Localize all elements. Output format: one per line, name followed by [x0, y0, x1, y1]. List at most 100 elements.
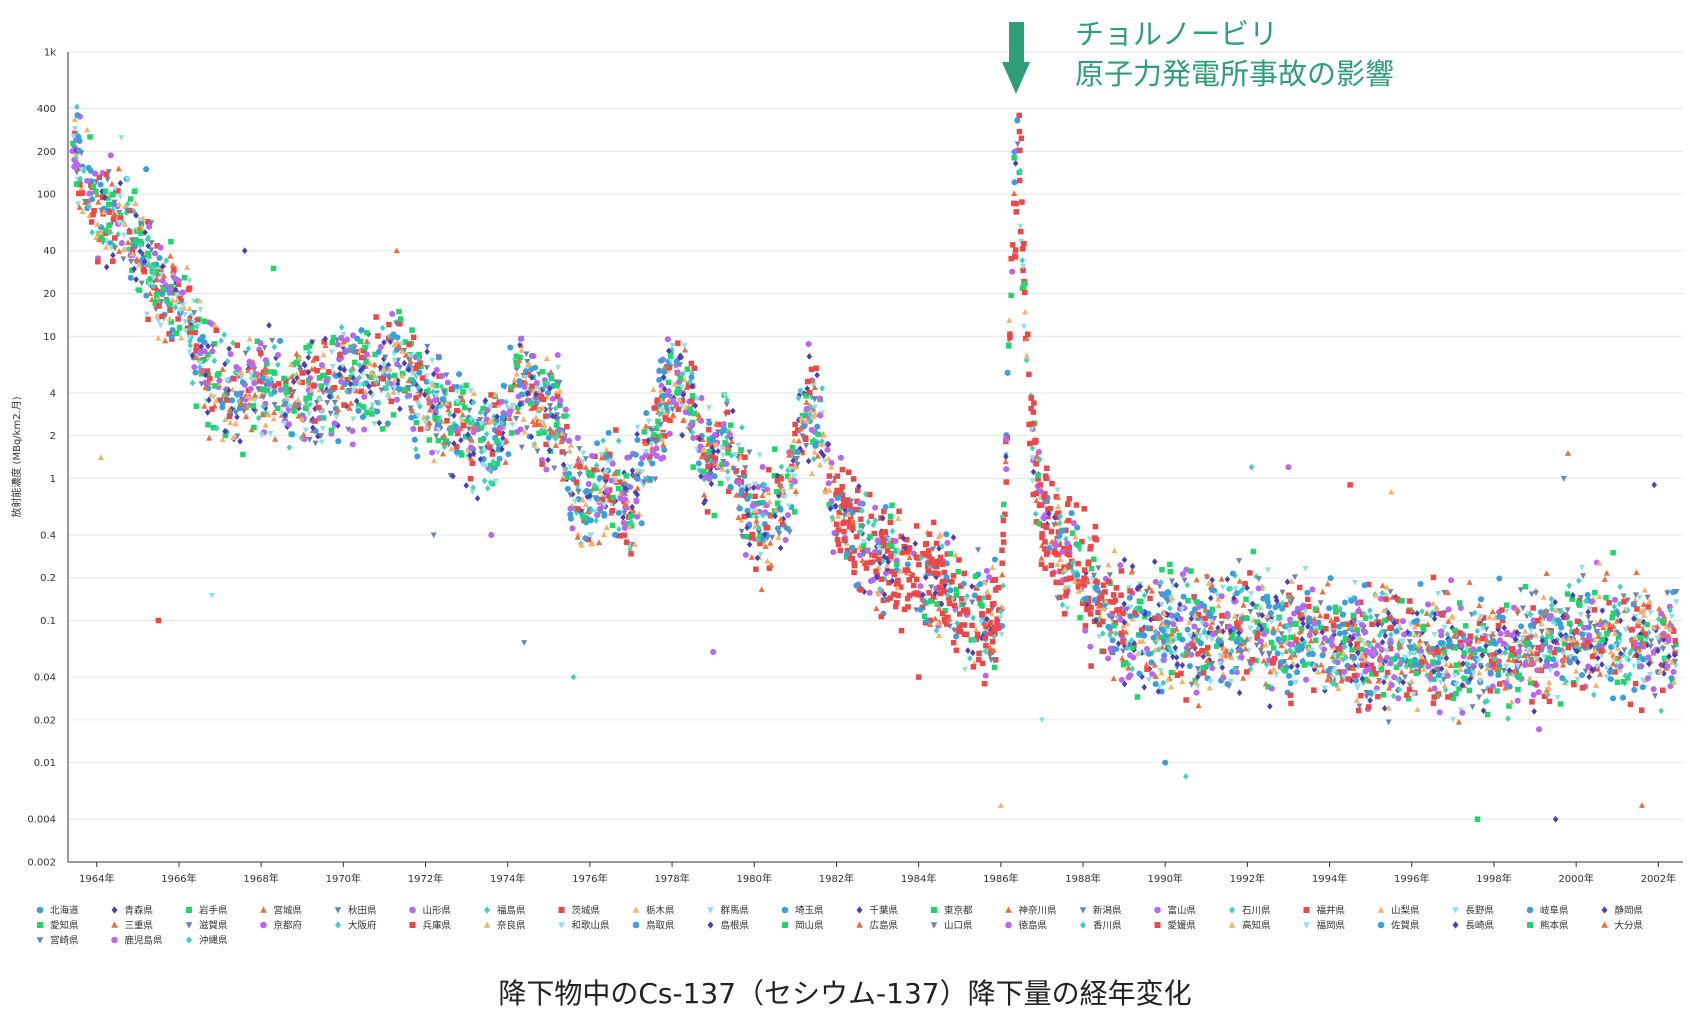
- data-point: [1279, 600, 1286, 607]
- data-point: [1014, 141, 1021, 148]
- data-point: [172, 304, 179, 311]
- data-point: [1434, 693, 1440, 699]
- data-point: [1090, 576, 1097, 582]
- data-point: [1195, 651, 1201, 657]
- data-point: [1596, 643, 1603, 650]
- data-point: [1503, 608, 1510, 615]
- data-point: [199, 367, 206, 374]
- data-point: [470, 418, 476, 425]
- data-point: [391, 357, 398, 364]
- data-point: [1098, 602, 1105, 609]
- data-point: [283, 395, 290, 402]
- data-point: [858, 528, 864, 536]
- data-point: [1036, 520, 1042, 527]
- data-point: [835, 513, 842, 519]
- data-point: [684, 366, 691, 372]
- x-tick-label: 1996年: [1394, 872, 1429, 885]
- data-point: [1496, 681, 1503, 687]
- data-point: [1384, 669, 1391, 676]
- data-point: [866, 589, 873, 596]
- data-point: [1170, 617, 1177, 624]
- data-point: [1535, 644, 1541, 651]
- data-point: [197, 306, 204, 313]
- data-point: [656, 403, 662, 410]
- data-point: [546, 429, 553, 436]
- data-point: [887, 595, 894, 601]
- data-point: [1379, 582, 1386, 589]
- data-point: [771, 446, 778, 452]
- data-point: [1604, 630, 1610, 637]
- data-point: [1574, 639, 1581, 646]
- data-point: [1611, 603, 1618, 610]
- data-point: [883, 562, 890, 569]
- data-point: [105, 169, 112, 176]
- data-point: [1061, 611, 1068, 617]
- data-point: [1457, 630, 1463, 636]
- data-point: [265, 411, 272, 418]
- data-point: [406, 341, 412, 348]
- data-point: [213, 397, 220, 404]
- data-point: [1025, 331, 1031, 338]
- data-point: [1017, 147, 1023, 154]
- data-point: [671, 380, 678, 387]
- data-point: [1587, 620, 1594, 627]
- data-point: [397, 316, 404, 322]
- data-point: [895, 592, 901, 599]
- data-point: [1350, 665, 1357, 672]
- data-point: [689, 382, 696, 390]
- data-point: [752, 523, 759, 529]
- data-point: [485, 440, 492, 446]
- data-point: [100, 208, 108, 215]
- data-point: [286, 403, 293, 410]
- data-point: [929, 546, 937, 553]
- data-point: [1416, 641, 1423, 648]
- data-point: [816, 395, 823, 402]
- data-point: [685, 383, 692, 389]
- data-point: [1321, 685, 1328, 692]
- data-point: [179, 289, 186, 296]
- data-point: [478, 420, 485, 427]
- data-point: [435, 437, 442, 444]
- data-point: [603, 446, 610, 453]
- data-point: [1624, 606, 1631, 614]
- data-point: [201, 402, 208, 409]
- data-point: [1220, 670, 1227, 677]
- data-point: [679, 397, 686, 404]
- data-point: [582, 464, 589, 470]
- data-point: [808, 366, 815, 373]
- data-point: [1085, 600, 1092, 606]
- data-point: [1211, 615, 1218, 622]
- data-point: [1516, 672, 1522, 679]
- data-point: [994, 616, 1001, 622]
- data-point: [621, 469, 627, 477]
- data-point: [1614, 617, 1621, 624]
- data-point: [906, 592, 913, 599]
- data-point: [75, 134, 82, 141]
- data-point: [1148, 659, 1155, 666]
- data-point: [861, 551, 868, 558]
- data-point: [125, 246, 132, 253]
- data-point: [1295, 647, 1302, 654]
- data-point: [558, 438, 565, 445]
- data-point: [326, 369, 332, 375]
- data-point: [487, 479, 494, 486]
- data-point: [128, 237, 135, 244]
- data-point: [423, 388, 430, 395]
- data-point: [309, 338, 315, 346]
- data-point: [528, 433, 535, 441]
- data-point: [736, 475, 743, 482]
- data-point: [954, 619, 960, 627]
- data-point: [1374, 642, 1382, 649]
- data-point: [821, 458, 828, 465]
- data-point: [1327, 666, 1334, 672]
- data-point: [1048, 528, 1055, 535]
- data-point: [750, 484, 757, 492]
- data-point: [998, 608, 1004, 615]
- data-point: [1112, 620, 1119, 626]
- data-point: [553, 382, 560, 389]
- data-point: [582, 456, 589, 462]
- data-point: [1546, 698, 1553, 705]
- data-point: [1342, 636, 1349, 642]
- data-point: [762, 543, 769, 549]
- data-point: [1410, 691, 1417, 698]
